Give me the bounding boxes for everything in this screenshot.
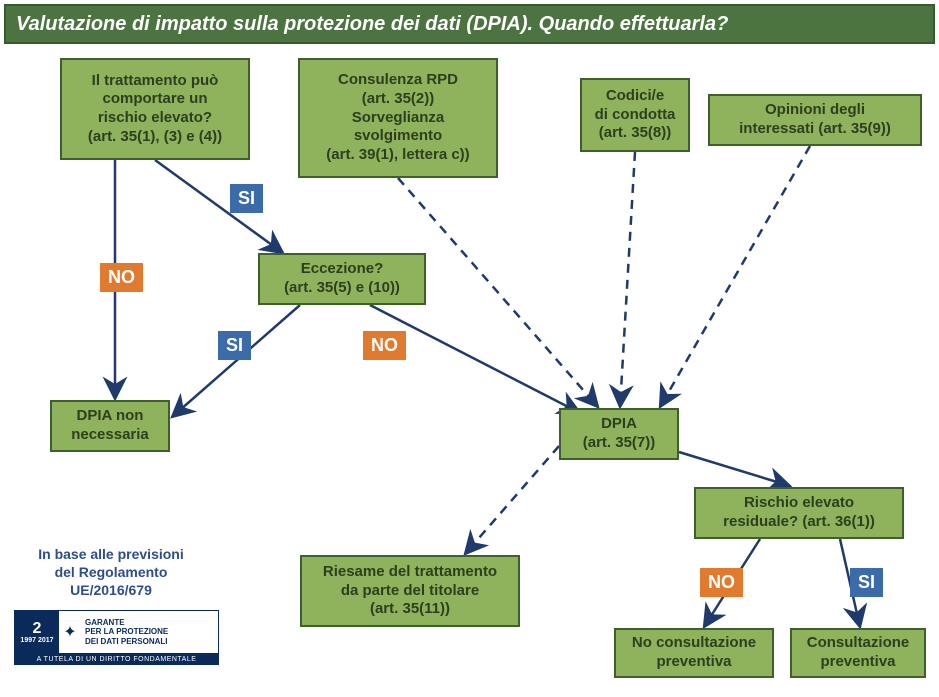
t: No consultazione — [632, 634, 756, 653]
t: rischio elevato? — [98, 109, 212, 128]
logo-badge: 2 1997 2017 — [15, 611, 59, 653]
page-title: Valutazione di impatto sulla protezione … — [4, 4, 935, 44]
t: Riesame del trattamento — [323, 563, 497, 582]
logo-text: GARANTE PER LA PROTEZIONE DEI DATI PERSO… — [81, 616, 172, 648]
node-riesame: Riesame del trattamento da parte del tit… — [300, 555, 520, 627]
t: Sorveglianza — [352, 109, 445, 128]
label-si-1: SI — [230, 184, 263, 213]
garante-logo: 2 1997 2017 ✦ GARANTE PER LA PROTEZIONE … — [14, 610, 219, 654]
logo-emblem-icon: ✦ — [59, 611, 81, 653]
t: Eccezione? — [301, 260, 384, 279]
t: preventiva — [820, 653, 895, 672]
label-si-3: SI — [850, 568, 883, 597]
t: svolgimento — [354, 127, 442, 146]
label-si-2: SI — [218, 331, 251, 360]
t: DPIA non — [77, 407, 144, 426]
t: Consulenza RPD — [338, 71, 458, 90]
t: (art. 35(11)) — [370, 600, 450, 619]
t: da parte del titolare — [341, 582, 479, 601]
footer-text: In base alle previsioni del Regolamento … — [16, 545, 206, 600]
label-no-3: NO — [700, 568, 743, 597]
t: comportare un — [102, 90, 207, 109]
t: preventiva — [656, 653, 731, 672]
t: di condotta — [595, 106, 676, 125]
t: (art. 35(5) e (10)) — [284, 279, 400, 298]
node-risk: Il trattamento può comportare un rischio… — [60, 58, 250, 160]
t: (art. 39(1), lettera c)) — [326, 146, 469, 165]
node-no-consultazione: No consultazione preventiva — [614, 628, 774, 678]
t: (art. 35(8)) — [599, 124, 672, 143]
t: Consultazione — [807, 634, 910, 653]
t: necessaria — [71, 426, 149, 445]
t: (art. 35(1), (3) e (4)) — [88, 128, 222, 147]
node-rpd: Consulenza RPD (art. 35(2)) Sorveglianza… — [298, 58, 498, 178]
t: (art. 35(2)) — [362, 90, 435, 109]
t: (art. 35(7)) — [583, 434, 656, 453]
t: interessati (art. 35(9)) — [739, 120, 891, 139]
node-dpia: DPIA (art. 35(7)) — [559, 408, 679, 460]
node-rischio-residuale: Rischio elevato residuale? (art. 36(1)) — [694, 487, 904, 539]
title-text: Valutazione di impatto sulla protezione … — [16, 13, 728, 36]
node-eccezione: Eccezione? (art. 35(5) e (10)) — [258, 253, 426, 305]
node-dpia-not-needed: DPIA non necessaria — [50, 400, 170, 452]
logo-strip: A TUTELA DI UN DIRITTO FONDAMENTALE — [14, 654, 219, 665]
t: residuale? (art. 36(1)) — [723, 513, 875, 532]
t: Il trattamento può — [92, 72, 219, 91]
t: Rischio elevato — [744, 494, 854, 513]
t: DPIA — [601, 415, 637, 434]
t: Codici/e — [606, 87, 664, 106]
node-consultazione: Consultazione preventiva — [790, 628, 926, 678]
node-codici: Codici/e di condotta (art. 35(8)) — [580, 78, 690, 152]
label-no-1: NO — [100, 263, 143, 292]
node-opinioni: Opinioni degli interessati (art. 35(9)) — [708, 94, 922, 146]
t: Opinioni degli — [765, 101, 865, 120]
label-no-2: NO — [363, 331, 406, 360]
